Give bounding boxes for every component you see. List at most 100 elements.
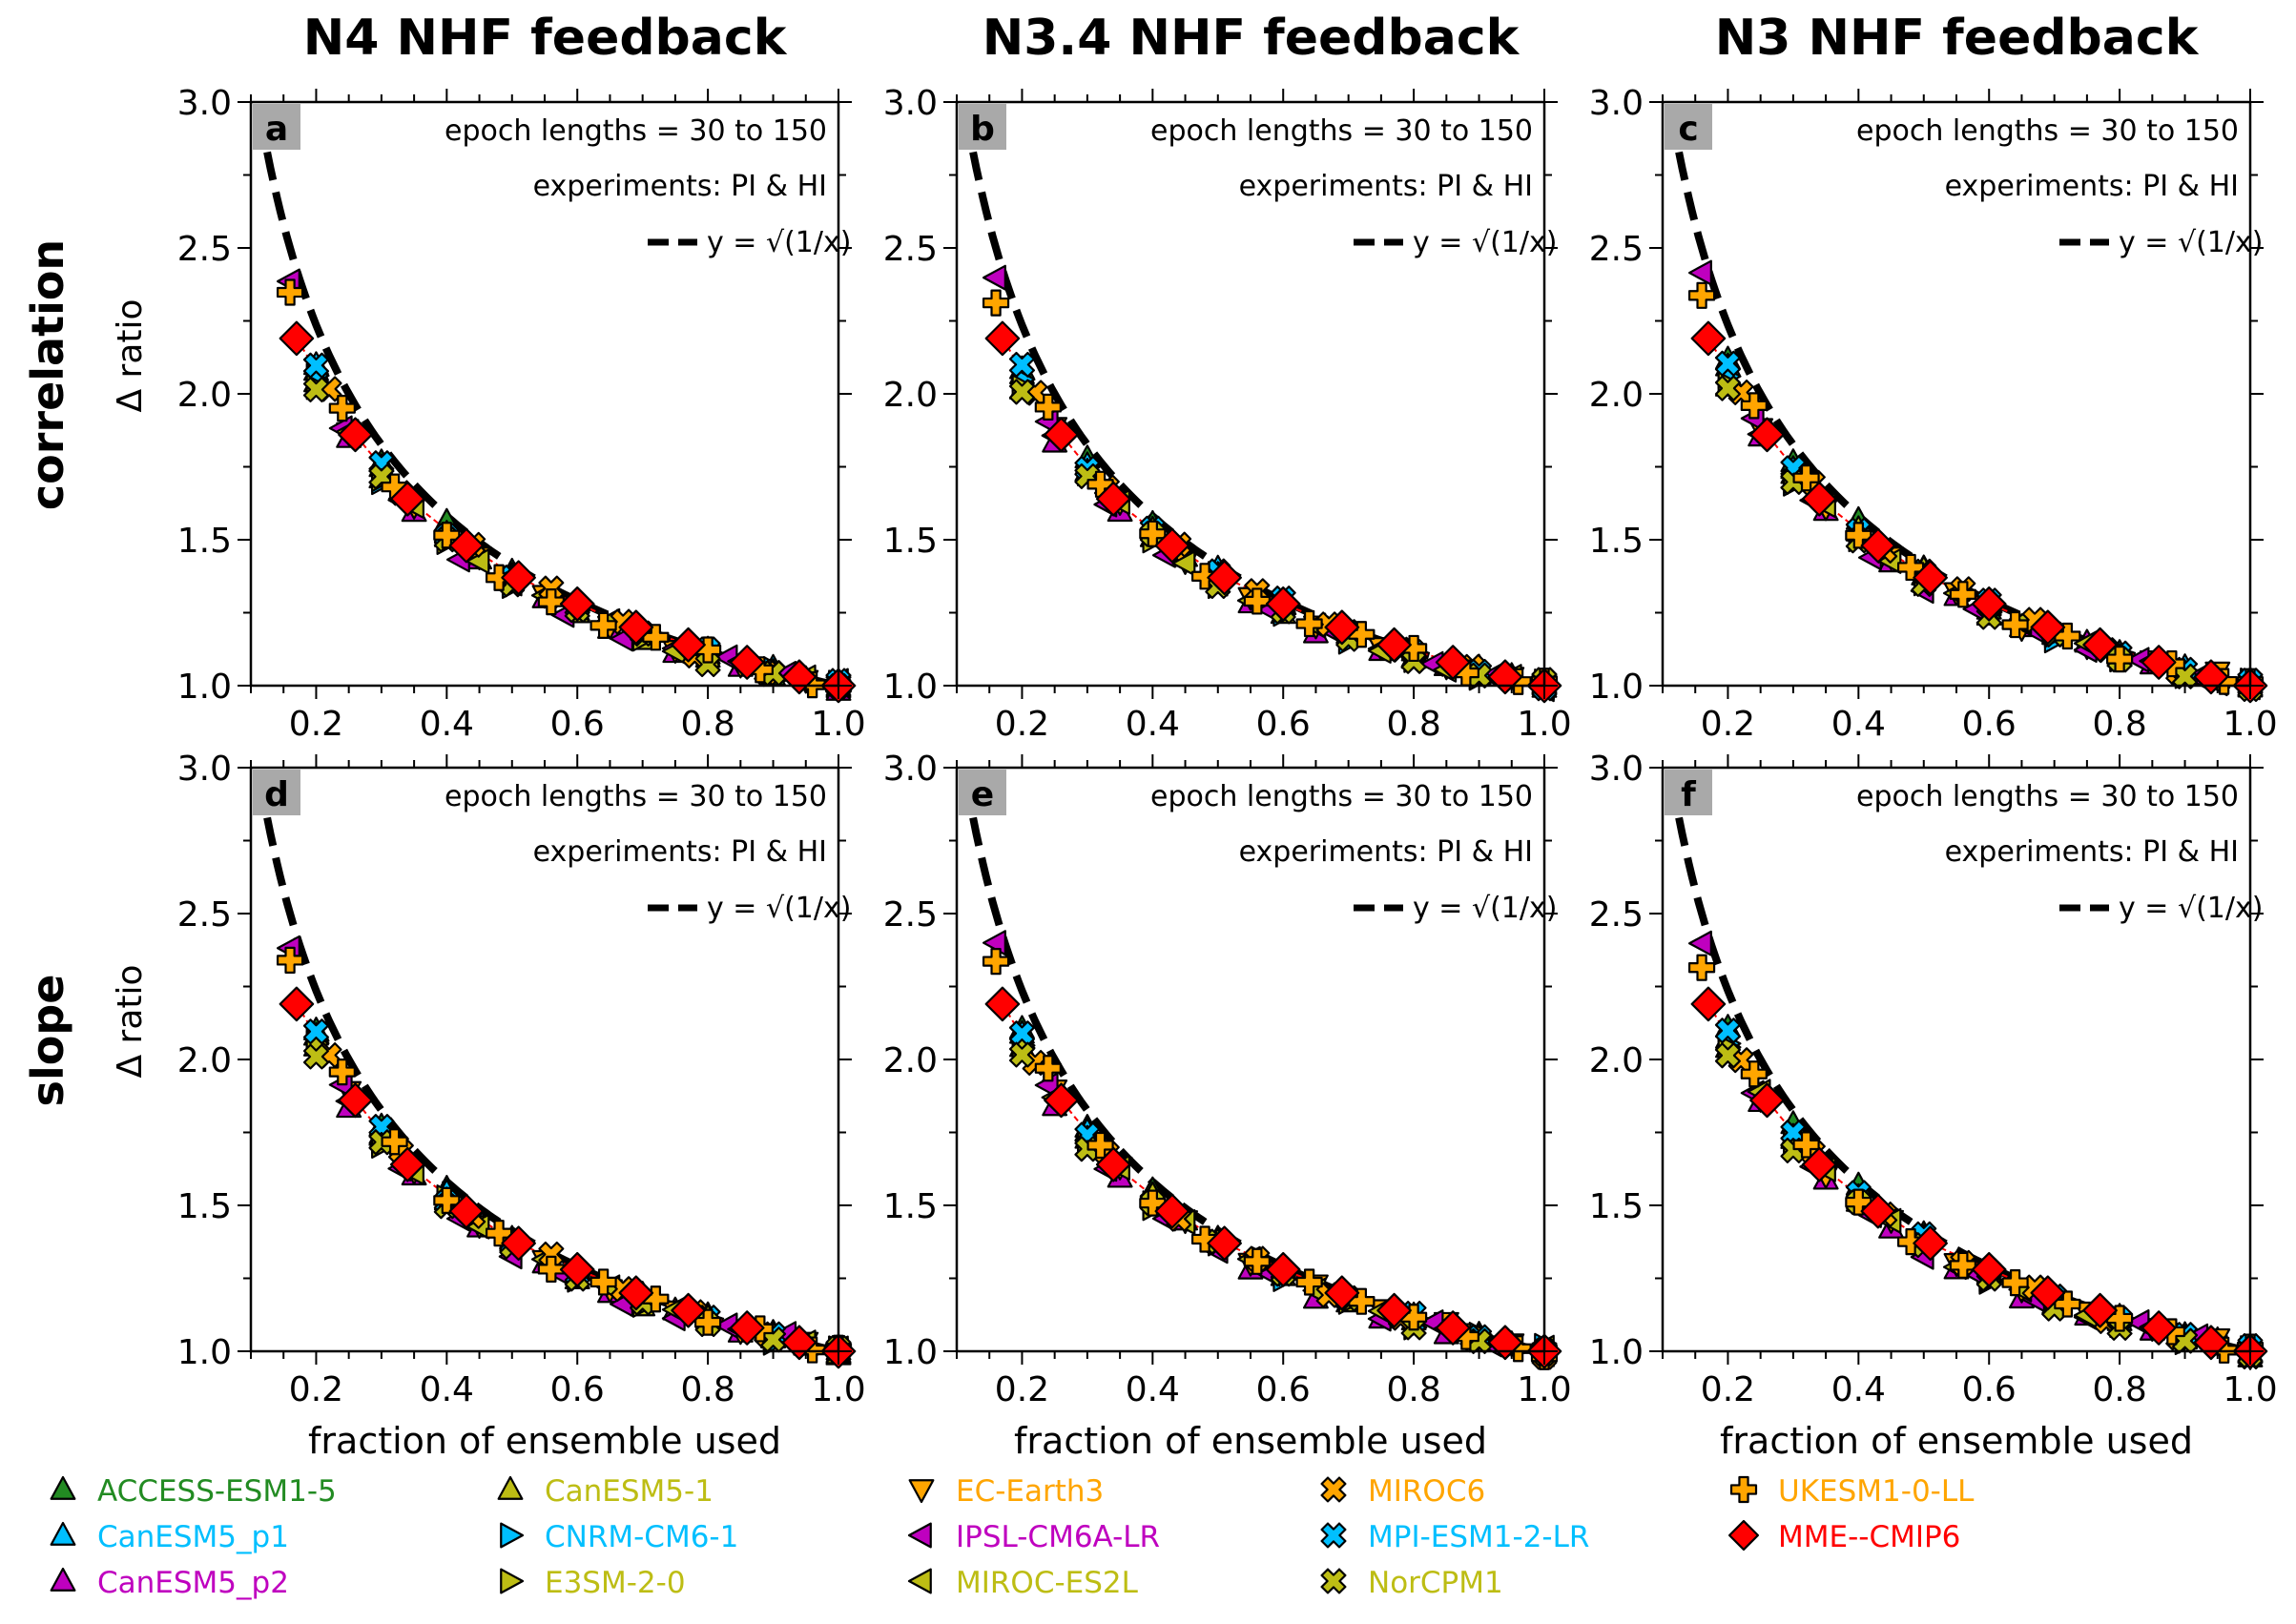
legend-marker [497,1475,524,1500]
point-UKESM1-0-LL [1740,392,1768,420]
x-tick-label: 0.8 [2092,1370,2146,1409]
series-MPI-ESM1-2-LR [302,1018,852,1363]
legend-item-MME--CMIP6: MME--CMIP6 [1727,1519,1960,1554]
point-UKESM1-0-LL [1243,1247,1271,1275]
point-MME--CMIP6 [1690,320,1727,357]
legend-item-MIROC-ES2L: MIROC-ES2L [907,1566,1139,1600]
point-UKESM1-0-LL [537,588,565,616]
y-tick-label: 2.5 [883,230,938,269]
point-MME--CMIP6 [2030,609,2066,646]
annotation-experiments: experiments: PI & HI [533,170,827,203]
series-IPSL-CM6A-LR [982,930,1555,1367]
series-CanESM5_p1 [1714,352,2264,691]
point-MME--CMIP6 [1207,560,1242,596]
x-tick-label: 0.6 [550,705,605,744]
x-tick-label: 0.4 [1831,705,1886,744]
point-MME--CMIP6 [984,986,1021,1022]
x-tick-label: 0.2 [289,705,343,744]
y-tick-label: 1.0 [177,1333,232,1372]
point-MME--CMIP6 [729,1310,765,1346]
x-tick-label: 0.4 [420,1370,474,1409]
series-CanESM5_p2 [1042,1092,1558,1360]
series-CanESM5_p1 [302,351,852,698]
panel-letter-box [1665,104,1712,150]
x-axis-label: fraction of ensemble used [308,1420,781,1462]
series-UKESM1-0-LL [982,948,1559,1370]
point-MME--CMIP6 [389,1146,425,1182]
legend-label: CanESM5_p2 [97,1566,289,1600]
series-MIROC-ES2L [1041,1084,1555,1361]
point-MME--CMIP6 [338,1082,373,1119]
annotation-epoch: epoch lengths = 30 to 150 [1150,114,1533,148]
series-MPI-ESM1-2-LR [1008,1020,1558,1364]
y-axis-label: Δ ratio [111,964,150,1078]
legend-marker [1320,1522,1347,1549]
y-tick-label: 3.0 [177,750,232,789]
series-MIROC-ES2L [335,419,849,694]
x-tick-label: 0.6 [550,1370,605,1409]
series-MIROC-ES2L [1747,1079,2261,1363]
series-UKESM1-0-LL [1687,954,2265,1364]
legend-marker [907,1522,932,1549]
y-tick-label: 2.5 [177,230,232,269]
point-MME--CMIP6 [1435,1310,1471,1346]
series-MME--CMIP6 [1690,320,2268,704]
legend-label: CanESM5-1 [545,1474,714,1509]
point-MME--CMIP6 [2141,1310,2177,1346]
y-tick-label: 2.0 [883,1041,938,1080]
point-MME--CMIP6 [1749,1082,1785,1119]
panel-a: 0.2 0.4 0.6 0.8 1.0 1.0 1.5 2.0 2.5 3.0 a epoch len… [111,84,866,744]
column-title-0: N4 NHF feedback [303,10,788,67]
x-tick-label: 0.2 [1701,1370,1755,1409]
series-MIROC6 [1022,1050,1558,1370]
annotation-epoch: epoch lengths = 30 to 150 [1856,114,2239,148]
series-UKESM1-0-LL [276,946,853,1364]
series-MIROC6 [1727,380,2264,700]
y-tick-label: 2.5 [883,895,938,935]
legend-label: MPI-ESM1-2-LR [1368,1520,1589,1554]
series-ACCESS-ESM1-5 [302,1017,852,1366]
panel-letter: d [264,775,289,814]
y-tick-label: 1.0 [177,668,232,707]
point-UKESM1-0-LL [1034,1055,1062,1082]
annotation-ref: y = √(1/x) [707,226,851,259]
point-MME--CMIP6 [1154,527,1190,564]
series-E3SM-2-0 [1717,371,2265,693]
point-UKESM1-0-LL [1139,1189,1167,1217]
point-MME--CMIP6 [1324,1275,1360,1311]
legend-item-CNRM-CM6-1: CNRM-CM6-1 [500,1520,738,1554]
series-MPI-ESM1-2-LR [1714,350,2264,694]
series-E3SM-2-0 [305,1030,853,1362]
panel-d: 0.2 0.4 0.6 0.8 1.0 1.0 1.5 2.0 2.5 3.0 d epoch len… [111,750,866,1462]
point-IPSL-CM6A-LR [1687,930,1712,956]
series-ACCESS-ESM1-5 [1714,345,2264,693]
y-tick-label: 1.5 [1589,1187,1644,1226]
x-tick-label: 0.8 [680,705,734,744]
point-UKESM1-0-LL [1845,1188,1872,1216]
point-MME--CMIP6 [2030,1275,2066,1311]
legend-marker [1320,1476,1347,1503]
x-tick-label: 0.6 [1962,705,2017,744]
point-MME--CMIP6 [279,320,315,357]
legend-marker [500,1522,525,1549]
point-MME--CMIP6 [2082,1292,2118,1328]
point-UKESM1-0-LL [485,564,513,591]
series-CanESM5-1 [1714,372,2264,698]
panel-c: 0.2 0.4 0.6 0.8 1.0 1.0 1.5 2.0 2.5 3.0 c epoch len… [1589,84,2278,744]
annotation-ref: y = √(1/x) [1413,892,1557,925]
point-MME--CMIP6 [618,1275,654,1311]
series-IPSL-CM6A-LR [276,935,849,1362]
x-tick-label: 1.0 [1517,1370,1571,1409]
mme-line [1707,338,2250,686]
series-CanESM5-1 [1008,1033,1558,1362]
legend-label: ACCESS-ESM1-5 [97,1474,337,1509]
series-ACCESS-ESM1-5 [302,357,852,697]
y-tick-label: 1.0 [883,668,938,707]
series-MPI-ESM1-2-LR [1008,351,1558,702]
annotation-epoch: epoch lengths = 30 to 150 [1150,780,1533,813]
row-label-correlation: correlation [22,239,73,510]
series-NorCPM1 [1008,379,1558,693]
y-tick-label: 3.0 [883,84,938,123]
point-MME--CMIP6 [448,1193,485,1229]
mme-line [296,1003,838,1351]
